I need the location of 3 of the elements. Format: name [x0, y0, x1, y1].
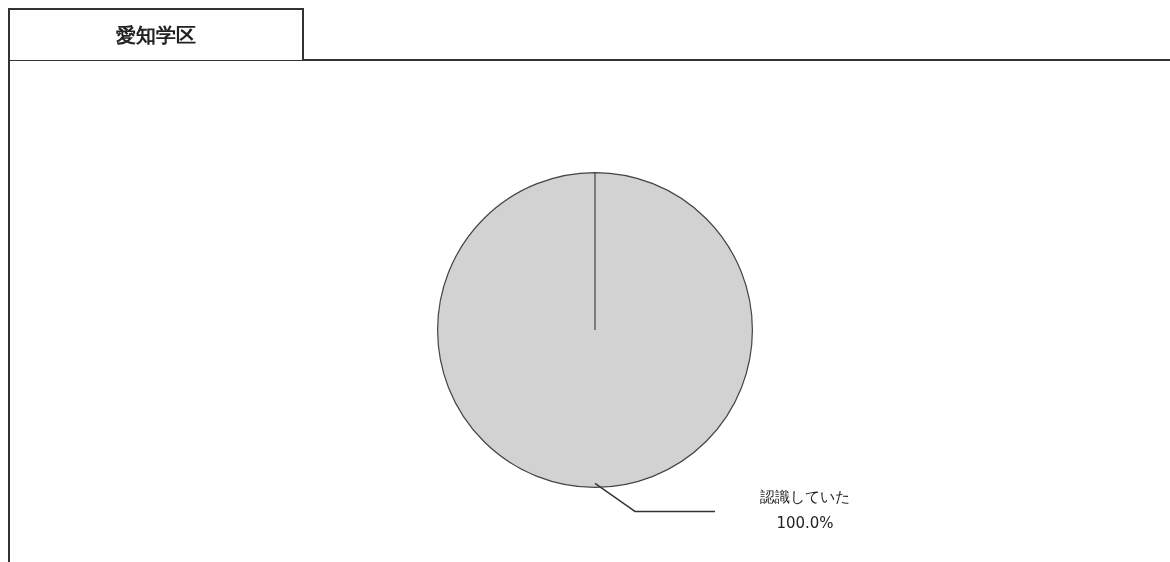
slice-label: 認識していた	[760, 488, 850, 507]
text: 愛知学区	[8, 8, 304, 60]
data-label: 100.0%	[776, 514, 834, 533]
